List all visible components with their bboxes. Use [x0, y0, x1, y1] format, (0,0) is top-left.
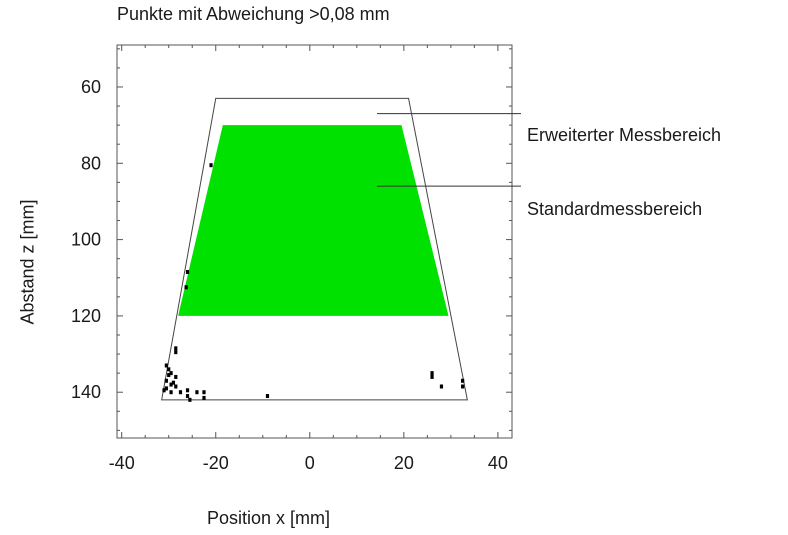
data-point	[202, 395, 206, 400]
data-point	[174, 350, 178, 355]
data-point	[185, 270, 190, 275]
data-point	[202, 390, 206, 395]
data-point	[188, 397, 192, 402]
extended-range-outline	[161, 97, 468, 401]
data-point	[178, 390, 183, 395]
y-tick-label: 140	[71, 382, 101, 402]
data-point	[439, 384, 444, 389]
x-tick-label: -40	[109, 453, 135, 473]
x-tick-label: -20	[203, 453, 229, 473]
y-tick-label: 80	[81, 153, 101, 173]
data-point	[169, 371, 173, 376]
x-tick-label: 0	[305, 453, 315, 473]
data-point	[430, 374, 434, 379]
data-point	[185, 394, 190, 399]
extended-range-label: Erweiterter Messbereich	[527, 125, 722, 145]
data-point	[209, 163, 213, 168]
data-point	[174, 374, 178, 379]
y-tick-label: 60	[81, 77, 101, 97]
data-point	[171, 380, 176, 385]
standard-range-area	[178, 125, 449, 316]
data-point	[164, 386, 168, 391]
data-point	[167, 373, 171, 378]
data-point	[184, 285, 188, 290]
chart-title: Punkte mit Abweichung >0,08 mm	[117, 4, 390, 24]
data-point	[174, 346, 178, 351]
y-tick-label: 120	[71, 306, 101, 326]
data-point	[461, 384, 465, 389]
data-point	[195, 390, 199, 395]
x-tick-label: 40	[488, 453, 508, 473]
data-point	[265, 394, 270, 399]
data-point	[164, 363, 168, 368]
data-point	[174, 384, 178, 389]
data-point	[185, 388, 190, 393]
y-tick-label: 100	[71, 230, 101, 250]
data-point	[164, 378, 168, 383]
x-axis-label: Position x [mm]	[207, 508, 331, 528]
data-point	[167, 367, 171, 372]
data-point	[461, 378, 465, 383]
standard-range-label: Standardmessbereich	[527, 199, 703, 219]
data-point	[169, 390, 173, 395]
data-point	[169, 382, 173, 387]
x-tick-label: 20	[394, 453, 414, 473]
data-point	[162, 388, 166, 393]
data-point	[430, 371, 434, 376]
plot-frame	[116, 44, 513, 439]
